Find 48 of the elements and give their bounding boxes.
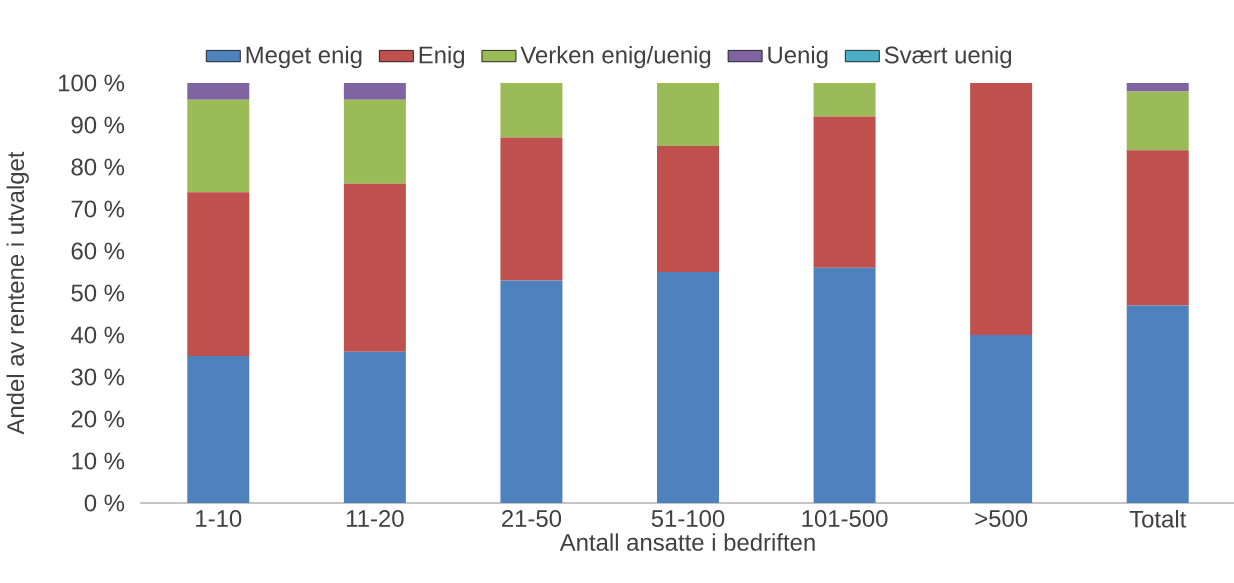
- bar: [657, 82, 719, 146]
- bar: [813, 116, 876, 268]
- y-tick-label: 50 %: [71, 284, 125, 302]
- bar: [657, 145, 719, 272]
- bar: [500, 280, 563, 503]
- bar: [343, 99, 406, 184]
- y-tick-label: 10 %: [72, 452, 125, 470]
- bar: [970, 335, 1033, 503]
- x-tick-label: 101-500: [802, 510, 888, 527]
- legend-label: Enig: [419, 45, 465, 69]
- bar: [813, 82, 876, 117]
- bar: [500, 82, 563, 138]
- y-tick-label: 90 %: [71, 116, 125, 134]
- x-tick-label: 51-100: [651, 510, 725, 527]
- bar: [500, 137, 563, 281]
- bar: [187, 99, 250, 193]
- y-tick-label: 20 %: [71, 410, 125, 428]
- y-tick-label: 0 %: [84, 494, 125, 512]
- x-axis-title: Antall ansatte i bedriften: [559, 533, 815, 551]
- bar: [970, 82, 1033, 335]
- legend-label: Meget enig: [246, 45, 362, 69]
- y-tick-label: 60 %: [71, 242, 125, 260]
- legend-label: Verken enig/uenig: [520, 45, 711, 69]
- y-axis-title: Andel av rentene i utvalget: [6, 151, 29, 435]
- y-tick-label: 40 %: [71, 326, 125, 344]
- bar: [343, 351, 406, 503]
- x-tick-label: 11-20: [346, 510, 404, 527]
- bar: [187, 356, 250, 503]
- bar: [1126, 91, 1189, 151]
- bar: [343, 82, 406, 100]
- y-tick-label: 100 %: [59, 74, 125, 92]
- x-tick-label: 21-50: [502, 510, 562, 527]
- legend-label: Svært uenig: [884, 45, 1012, 69]
- x-tick-label: Totalt: [1129, 510, 1187, 528]
- bar: [657, 272, 719, 503]
- y-tick-label: 30 %: [71, 368, 125, 386]
- bar: [1126, 82, 1189, 92]
- y-tick-label: 70 %: [71, 200, 125, 218]
- bar: [1126, 305, 1189, 503]
- bar: [343, 183, 406, 352]
- legend-label: Uenig: [768, 45, 828, 69]
- bar: [813, 267, 876, 503]
- bar: [187, 82, 250, 100]
- x-tick-label: >500: [975, 510, 1028, 527]
- x-tick-label: 1-10: [196, 510, 242, 527]
- y-tick-label: 80 %: [71, 158, 125, 176]
- bar: [1126, 150, 1189, 306]
- bar: [187, 192, 250, 356]
